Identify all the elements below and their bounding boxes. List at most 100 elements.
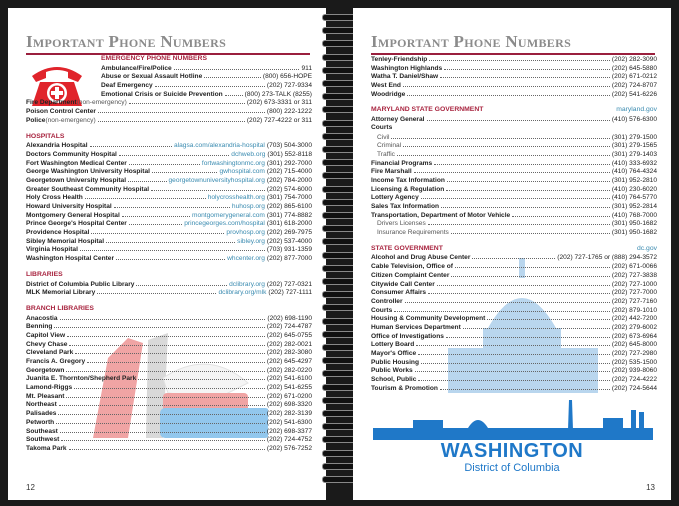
entry-phone: (202) 541-6255 [266,384,312,392]
list-item: Human Services Department (202) 279-6002 [371,323,657,332]
entry-name: Francis A. Gregory [26,358,86,365]
entry-link[interactable]: dchweb.org [231,150,266,158]
title-rule [371,53,655,55]
entry-link[interactable]: georgetownuniversityhospital.org [168,176,265,184]
entry-name: Public Housing [371,358,419,366]
entry-name: Traffic [377,150,395,158]
entry-phone: (202) 673-6964 [611,332,657,340]
entry-link[interactable]: huhosp.org [231,203,265,210]
dot-leader [58,409,265,416]
entry-name: Fire Department [26,99,77,107]
page-number: 13 [646,483,655,492]
dot-leader [106,237,236,243]
list-item: Howard University Hospital huhosp.org (202… [26,202,312,211]
section-title: EMERGENCY PHONE NUMBERS [101,55,207,62]
entry-phone: (703) 504-3000 [266,142,312,150]
list-item: Abuse or Sexual Assault Hotline (800) 656… [26,72,312,81]
list-item: Providence Hospital provhosp.org (202) 269… [26,228,312,237]
dot-leader [121,211,190,217]
page-title: Important Phone Numbers [26,32,227,51]
entry-link[interactable]: alagsa.com/alexandria-hospital [174,142,265,150]
entry-name: Consumer Affairs [371,289,427,297]
section-header: LIBRARIES [26,271,312,280]
list-item: Watha T. Daniel/Shaw (202) 671-0212 [371,72,657,81]
list-item: Citizen Complaint Center (202) 727-3838 [371,271,657,280]
entry-link[interactable]: provhosp.org [226,229,265,237]
list-item: Insurance Requirements (301) 950-1682 [371,228,657,237]
right-page: Important Phone Numbers WASHINGTON Distr… [353,8,671,500]
section-title: BRANCH LIBRARIES [26,304,94,312]
dot-leader [403,141,610,148]
dot-leader [151,185,265,191]
entry-name: Public Works [371,367,413,375]
dot-leader [440,72,610,79]
dot-leader [84,193,206,200]
entry-link[interactable]: princegeorges.com/hospital [184,220,265,228]
entry-link[interactable]: fortwashingtonmc.org [201,159,265,167]
entry-phone: (202) 574-6000 [266,185,312,193]
dot-leader [487,314,610,321]
entry-name: Sibley Memorial Hospital [26,237,105,245]
section-link[interactable]: maryland.gov [616,106,657,114]
entry-phone: (202) 879-1010 [611,306,657,314]
entry-name: District of Columbia Public Library [26,280,135,288]
entry-name: Montgomery General Hospital [26,211,120,219]
entry-phone: (202) 645-8000 [611,341,657,349]
entry-phone: (202) 671-0066 [611,263,657,271]
list-item: Cable Television, Office of (202) 671-006… [371,262,657,271]
entry-phone: (202) 698-3320 [266,401,312,409]
list-item: Courts (202) 879-1010 [371,306,657,315]
entry-link[interactable]: sibley.org [237,237,265,245]
list-item: Georgetown (202) 282-0220 [26,366,312,375]
entry-name: Office of Investigations [371,332,444,340]
entry-phone: (202) 269-7975 [266,229,312,237]
entry-link[interactable]: montgomerygeneral.com [191,211,265,219]
list-item: Lamond-Riggs (202) 541-6255 [26,383,312,392]
entry-phone: (202) 282-3139 [266,410,312,418]
dot-leader [451,271,610,277]
entry-name: Cable Television, Office of [371,263,453,271]
entry-phone: (202) 727-7160 [611,297,657,305]
entry-link[interactable]: gwhospital.com [219,168,265,176]
entry-phone: (202) 724-4222 [611,376,657,384]
left-listings: EMERGENCY PHONE NUMBERS Ambulance/Fire/Po… [26,55,312,453]
section-header: EMERGENCY PHONE NUMBERS [26,55,312,64]
entry-name: Sales Tax Information [371,203,440,210]
list-item: Alexandria Hospital alagsa.com/alexandria… [26,141,312,150]
entry-name: Lottery Board [371,341,415,349]
entry-name: Mt. Pleasant [26,392,65,400]
entry-phone: (202) 877-7000 [266,255,312,263]
section: EMERGENCY PHONE NUMBERS Ambulance/Fire/Po… [26,55,312,125]
dot-leader [439,384,610,390]
entry-name: Juanita E. Thornton/Shepherd Park [26,375,137,383]
entry-name: Woodridge [371,90,406,98]
section: MARYLAND STATE GOVERNMENT maryland.gov Att… [371,106,657,236]
list-item: Montgomery General Hospital montgomerygen… [26,211,312,220]
logo-line1: WASHINGTON [440,440,584,462]
entry-name: Deaf Emergency [101,82,153,90]
entry-name: Income Tax Information [371,176,445,184]
entry-name: Controller [371,297,403,305]
entry-name: Georgetown University Hospital [26,176,127,184]
entry-link[interactable]: whcenter.org [227,255,265,263]
entry-link[interactable]: dclibrary.org/mlk [218,289,267,297]
entry-name: Housing & Community Development [371,315,486,323]
entry-phone: (410) 576-6300 [611,116,657,124]
entry-name: Abuse or Sexual Assault Hotline [101,73,203,81]
entry-phone: (202) 671-0212 [611,73,657,81]
entry-link[interactable]: dclibrary.org [229,280,265,288]
section-header: STATE GOVERNMENT dc.gov [371,245,657,254]
list-item: Virginia Hospital (703) 931-1359 [26,245,312,254]
list-item: Criminal (301) 279-1565 [371,141,657,150]
list-item: Capitol View (202) 645-0755 [26,331,312,340]
entry-phone: (301) 754-7000 [266,194,312,202]
list-item: Citywide Call Center (202) 727-1000 [371,280,657,289]
dot-leader [450,228,610,235]
list-item: Anacostia (202) 698-1190 [26,314,312,323]
entry-link[interactable]: holycrosshealth.org [207,194,265,202]
section-link[interactable]: dc.gov [636,244,657,252]
entry-name: Courts [371,123,393,131]
entry-name: Cleveland Park [26,349,74,357]
entry-phone: 911 [301,64,312,72]
entry-phone: (202) 939-8060 [611,367,657,375]
